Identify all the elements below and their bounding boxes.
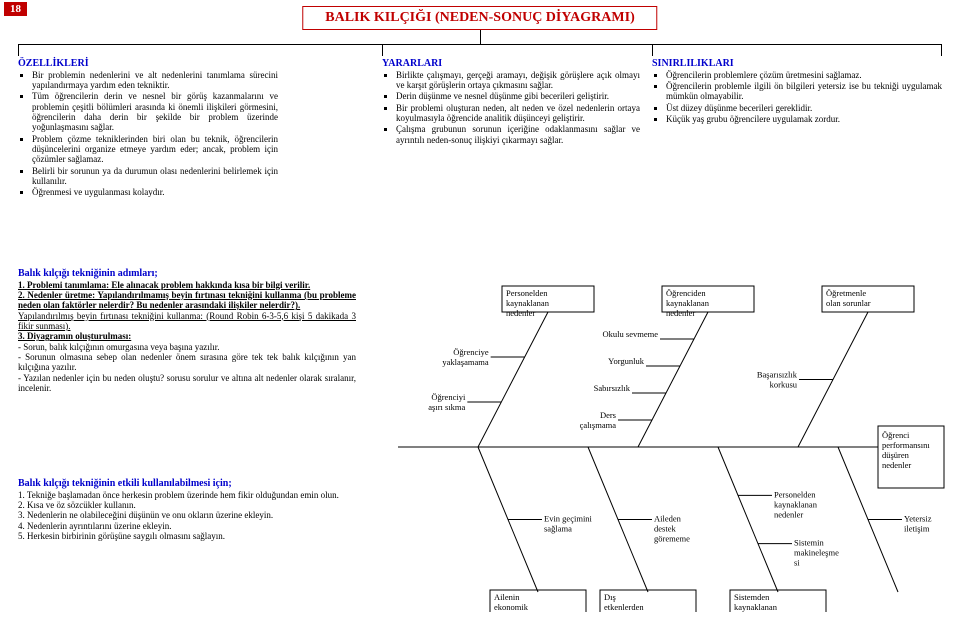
item: Birlikte çalışmayı, gerçeği aramayı, değ… (396, 70, 640, 91)
svg-text:olan sorunlar: olan sorunlar (826, 298, 871, 308)
etkili-line: 3. Nedenlerin ne olabileceğini düşünün v… (18, 510, 356, 520)
adimlar-line: - Sorunun olmasına sebep olan nedenler ö… (18, 352, 356, 373)
svg-text:Personelden: Personelden (506, 288, 548, 298)
svg-text:Öğrenciden: Öğrenciden (666, 288, 706, 298)
svg-text:düşüren: düşüren (882, 450, 910, 460)
svg-text:makineleşme: makineleşme (794, 548, 839, 558)
svg-text:sağlama: sağlama (544, 524, 572, 534)
svg-text:nedenler: nedenler (506, 308, 535, 318)
item: Belirli bir sorunun ya da durumun olası … (32, 166, 278, 187)
svg-text:ekonomik: ekonomik (494, 602, 529, 612)
svg-text:korkusu: korkusu (770, 380, 798, 390)
svg-text:iletişim: iletişim (904, 524, 930, 534)
drop-1 (18, 44, 19, 56)
list-ozellikleri: Bir problemin nedenlerini ve alt nedenle… (18, 70, 278, 198)
adimlar-heading: Balık kılçığı tekniğinin adımları; (18, 268, 356, 280)
svg-text:destek: destek (654, 524, 676, 534)
svg-text:Öğretmenle: Öğretmenle (826, 288, 866, 298)
list-sinirliliklari: Öğrencilerin problemlere çözüm üretmesin… (652, 70, 942, 125)
item: Öğrenmesi ve uygulanması kolaydır. (32, 187, 278, 197)
svg-text:Öğrenci: Öğrenci (882, 430, 910, 440)
svg-text:Ailenin: Ailenin (494, 592, 520, 602)
item: Tüm öğrencilerin derin ve nesnel bir gör… (32, 91, 278, 132)
item: Bir problemin nedenlerini ve alt nedenle… (32, 70, 278, 91)
col-ozellikleri: ÖZELLİKLERİ Bir problemin nedenlerini ve… (18, 58, 278, 199)
item: Bir problemi oluşturan neden, alt neden … (396, 103, 640, 124)
svg-text:Ders: Ders (600, 410, 616, 420)
svg-text:Sistemden: Sistemden (734, 592, 770, 602)
item: Problem çözme tekniklerinden biri olan b… (32, 134, 278, 165)
fishbone-diagram: ÖğrenciperformansınıdüşürennedenlerPerso… (378, 282, 948, 612)
svg-text:Öğrenciye: Öğrenciye (453, 347, 489, 357)
svg-text:aşırı sıkma: aşırı sıkma (428, 402, 465, 412)
etkili-heading: Balık kılçığı tekniğinin etkili kullanıl… (18, 478, 356, 490)
adimlar-line: 3. Diyagramın oluşturulması: (18, 331, 356, 341)
item: Üst düzey düşünme becerileri gereklidir. (666, 103, 942, 113)
item: Küçük yaş grubu öğrencilere uygulamak zo… (666, 114, 942, 124)
page-number: 18 (4, 2, 27, 16)
adimlar-line: - Yazılan nedenler için bu neden oluştu?… (18, 373, 356, 394)
svg-text:si: si (794, 558, 800, 568)
svg-text:nedenler: nedenler (666, 308, 695, 318)
adimlar-block: Balık kılçığı tekniğinin adımları; 1. Pr… (18, 268, 356, 393)
list-yararlari: Birlikte çalışmayı, gerçeği aramayı, değ… (382, 70, 640, 145)
heading-ozellikleri: ÖZELLİKLERİ (18, 58, 278, 70)
item: Derin düşünme ve nesnel düşünme gibi bec… (396, 91, 640, 101)
svg-text:çalışmama: çalışmama (580, 420, 617, 430)
heading-yararlari: YARARLARI (382, 58, 640, 70)
svg-text:performansını: performansını (882, 440, 930, 450)
svg-text:Evin geçimini: Evin geçimini (544, 514, 593, 524)
svg-text:yaklaşamama: yaklaşamama (442, 357, 488, 367)
page-title: BALIK KILÇIĞI (NEDEN-SONUÇ DİYAGRAMI) (302, 6, 657, 30)
svg-text:görememe: görememe (654, 534, 690, 544)
etkili-line: 5. Herkesin birbirinin görüşüne saygılı … (18, 531, 356, 541)
svg-text:kaynaklanan: kaynaklanan (506, 298, 550, 308)
header-hline (18, 44, 942, 45)
etkili-line: 2. Kısa ve öz sözcükler kullanın. (18, 500, 356, 510)
item: Öğrencilerin problemlere çözüm üretmesin… (666, 70, 942, 80)
svg-text:Başarısızlık: Başarısızlık (757, 370, 798, 380)
svg-text:Personelden: Personelden (774, 489, 816, 499)
col-sinirliliklari: SINIRLILIKLARI Öğrencilerin problemlere … (652, 58, 942, 125)
svg-text:Dış: Dış (604, 592, 616, 602)
adimlar-line: - Sorun, balık kılçığının omurgasına vey… (18, 342, 356, 352)
adimlar-line: Yapılandırılmış beyin fırtınası tekniğin… (18, 311, 356, 332)
heading-sinirliliklari: SINIRLILIKLARI (652, 58, 942, 70)
svg-text:nedenler: nedenler (882, 460, 911, 470)
drop-4 (941, 44, 942, 56)
svg-text:nedenler: nedenler (774, 509, 803, 519)
adimlar-line: 1. Problemi tanımlama: Ele alınacak prob… (18, 280, 356, 290)
svg-text:Yetersiz: Yetersiz (904, 514, 932, 524)
svg-text:Sabırsızlık: Sabırsızlık (594, 383, 631, 393)
svg-text:kaynaklanan: kaynaklanan (666, 298, 710, 308)
svg-text:Okulu sevmeme: Okulu sevmeme (603, 329, 659, 339)
item: Çalışma grubunun sorunun içeriğine odakl… (396, 124, 640, 145)
col-yararlari: YARARLARI Birlikte çalışmayı, gerçeği ar… (382, 58, 640, 146)
svg-text:kaynaklanan: kaynaklanan (734, 602, 778, 612)
adimlar-line: 2. Nedenler üretme: Yapılandırılmamış be… (18, 290, 356, 311)
item: Öğrencilerin problemle ilgili ön bilgile… (666, 81, 942, 102)
drop-3 (652, 44, 653, 56)
title-connector (480, 30, 481, 44)
etkili-block: Balık kılçığı tekniğinin etkili kullanıl… (18, 478, 356, 541)
svg-text:etkenlerden: etkenlerden (604, 602, 644, 612)
etkili-line: 1. Tekniğe başlamadan önce herkesin prob… (18, 490, 356, 500)
svg-text:Öğrenciyi: Öğrenciyi (431, 392, 466, 402)
drop-2 (382, 44, 383, 56)
etkili-line: 4. Nedenlerin ayrıntılarını üzerine ekle… (18, 521, 356, 531)
svg-text:Sistemin: Sistemin (794, 538, 825, 548)
svg-text:Aileden: Aileden (654, 514, 682, 524)
svg-text:Yorgunluk: Yorgunluk (608, 356, 645, 366)
svg-text:kaynaklanan: kaynaklanan (774, 499, 818, 509)
